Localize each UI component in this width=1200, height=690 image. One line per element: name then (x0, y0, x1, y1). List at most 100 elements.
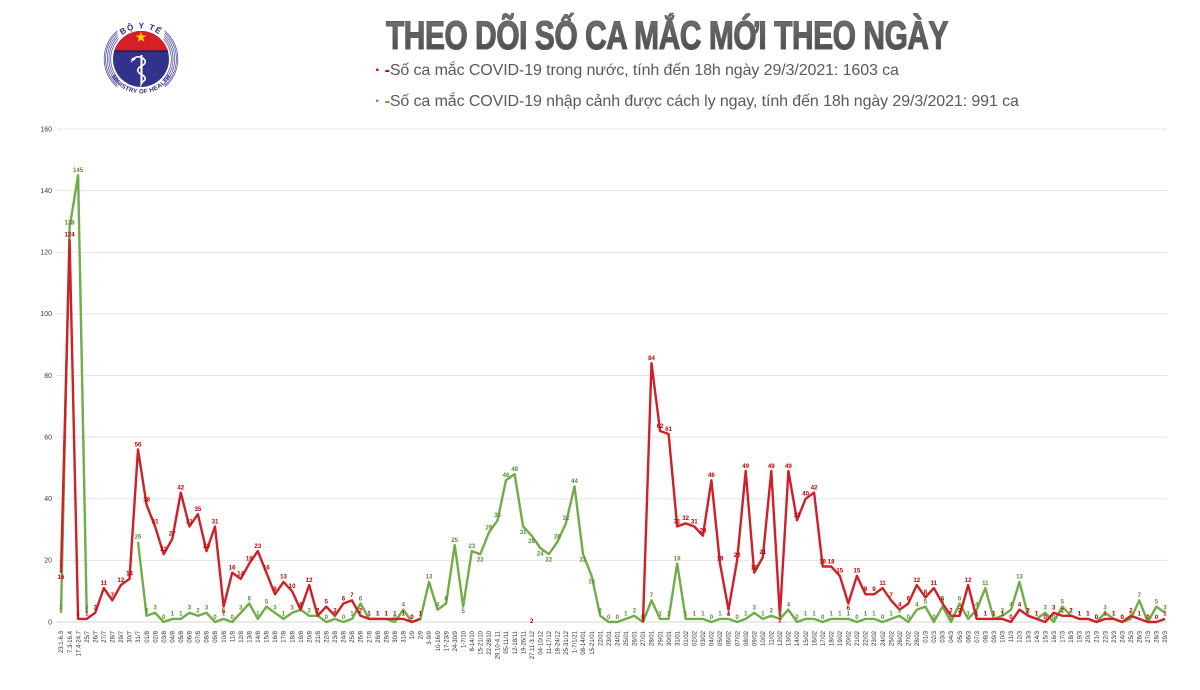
svg-text:13/3: 13/3 (1026, 630, 1032, 642)
svg-text:7: 7 (350, 592, 354, 599)
svg-text:1: 1 (419, 611, 423, 618)
svg-text:11: 11 (982, 580, 989, 587)
svg-text:3: 3 (290, 605, 294, 612)
svg-text:42: 42 (177, 484, 184, 491)
svg-text:23/8: 23/8 (333, 630, 339, 642)
svg-text:12: 12 (306, 577, 313, 584)
svg-text:02/3: 02/3 (932, 630, 938, 642)
svg-text:03/3: 03/3 (941, 630, 947, 642)
svg-text:49: 49 (768, 463, 775, 470)
svg-text:22-28/10: 22-28/10 (487, 630, 493, 654)
svg-text:0: 0 (855, 614, 859, 621)
svg-text:3: 3 (1052, 605, 1056, 612)
svg-text:22/01: 22/01 (598, 630, 604, 646)
svg-text:28/8: 28/8 (376, 630, 382, 642)
svg-text:2: 2 (1026, 608, 1030, 615)
svg-text:5: 5 (1155, 598, 1159, 605)
svg-text:1: 1 (333, 611, 337, 618)
svg-text:13: 13 (1016, 574, 1023, 581)
svg-text:2: 2 (308, 608, 312, 615)
svg-text:62: 62 (657, 423, 664, 430)
svg-text:13: 13 (426, 574, 433, 581)
svg-text:30/01: 30/01 (667, 630, 673, 646)
svg-text:28: 28 (700, 528, 707, 535)
svg-text:0: 0 (48, 619, 52, 626)
svg-text:22: 22 (160, 546, 167, 553)
svg-text:3: 3 (59, 605, 63, 612)
svg-text:0: 0 (213, 614, 217, 621)
svg-text:40: 40 (44, 496, 52, 503)
svg-text:18-24/12: 18-24/12 (556, 630, 562, 654)
svg-text:27: 27 (169, 531, 176, 538)
svg-text:1-7/10: 1-7/10 (461, 630, 467, 648)
svg-text:80: 80 (44, 373, 52, 380)
svg-text:0: 0 (1121, 614, 1125, 621)
svg-text:1: 1 (761, 611, 765, 618)
svg-text:18/8: 18/8 (290, 630, 296, 642)
svg-text:1: 1 (830, 611, 834, 618)
svg-text:1: 1 (76, 611, 80, 618)
svg-text:26/3: 26/3 (1138, 630, 1144, 642)
svg-text:2: 2 (898, 608, 902, 615)
svg-text:9: 9 (872, 586, 876, 593)
svg-text:28/7: 28/7 (111, 630, 117, 642)
svg-text:1: 1 (350, 611, 354, 618)
svg-text:15-21/10: 15-21/10 (479, 630, 485, 654)
svg-text:22: 22 (477, 557, 484, 564)
svg-text:31: 31 (212, 518, 219, 525)
svg-text:06/8: 06/8 (188, 630, 194, 642)
svg-text:22/3: 22/3 (1103, 630, 1109, 642)
svg-text:16: 16 (58, 574, 65, 581)
svg-text:09/3: 09/3 (992, 630, 998, 642)
svg-text:7: 7 (650, 592, 654, 599)
svg-text:24/3: 24/3 (1120, 630, 1126, 642)
svg-text:22/02: 22/02 (864, 630, 870, 646)
svg-text:28/3: 28/3 (1155, 630, 1161, 642)
svg-text:0: 0 (881, 614, 885, 621)
svg-text:2: 2 (1129, 608, 1133, 615)
svg-text:3: 3 (205, 605, 209, 612)
svg-text:5: 5 (1061, 598, 1065, 605)
svg-text:1: 1 (744, 611, 748, 618)
svg-text:1: 1 (367, 611, 371, 618)
svg-text:0: 0 (1052, 614, 1056, 621)
svg-text:1: 1 (864, 611, 868, 618)
svg-text:2: 2 (599, 608, 603, 615)
svg-text:03/02: 03/02 (701, 630, 707, 646)
svg-text:21/3: 21/3 (1095, 630, 1101, 642)
svg-text:23: 23 (468, 543, 475, 550)
svg-text:2: 2 (770, 608, 774, 615)
svg-text:1: 1 (282, 611, 286, 618)
svg-text:1: 1 (1086, 611, 1090, 618)
svg-text:0: 0 (325, 614, 329, 621)
svg-text:1: 1 (1103, 611, 1107, 618)
svg-text:1: 1 (1129, 611, 1133, 618)
svg-text:3: 3 (753, 605, 757, 612)
svg-text:2: 2 (196, 608, 200, 615)
svg-text:24/01: 24/01 (616, 630, 622, 646)
svg-text:19: 19 (246, 555, 253, 562)
svg-text:19: 19 (674, 555, 681, 562)
svg-text:6: 6 (444, 595, 448, 602)
svg-text:20/02: 20/02 (847, 630, 853, 646)
svg-text:17-23/9: 17-23/9 (444, 630, 450, 651)
svg-text:14/3: 14/3 (1035, 630, 1041, 642)
svg-text:0: 0 (1009, 614, 1013, 621)
svg-text:1: 1 (684, 611, 688, 618)
svg-text:0: 0 (1146, 614, 1150, 621)
svg-text:27/02: 27/02 (907, 630, 913, 646)
svg-text:2: 2 (949, 608, 953, 615)
svg-text:2: 2 (359, 608, 363, 615)
svg-text:09/8: 09/8 (213, 630, 219, 642)
svg-text:2: 2 (316, 608, 320, 615)
svg-text:0: 0 (907, 614, 911, 621)
svg-text:6: 6 (359, 595, 363, 602)
svg-text:16: 16 (751, 565, 758, 572)
svg-text:09/02: 09/02 (752, 630, 758, 646)
svg-text:2/9: 2/9 (419, 630, 425, 639)
svg-text:0: 0 (410, 614, 414, 621)
svg-text:20: 20 (734, 552, 741, 559)
svg-text:0: 0 (932, 614, 936, 621)
svg-text:0: 0 (342, 614, 346, 621)
svg-text:27/3: 27/3 (1146, 630, 1152, 642)
